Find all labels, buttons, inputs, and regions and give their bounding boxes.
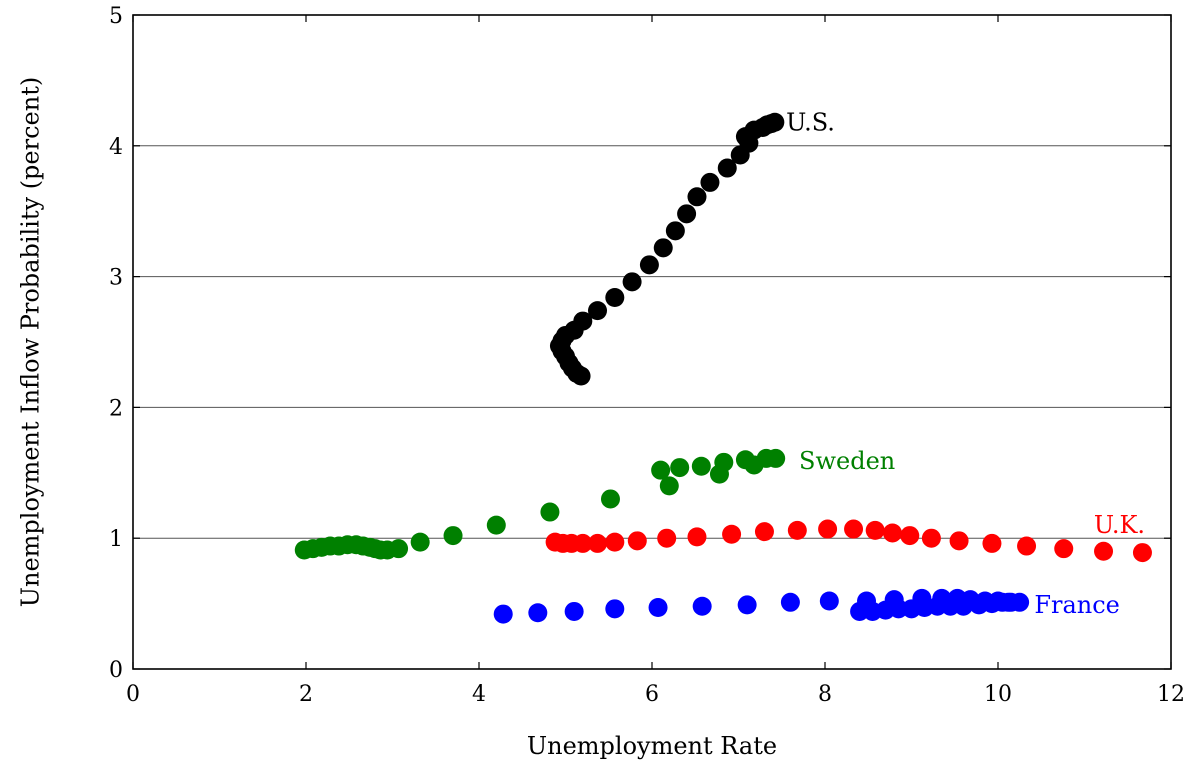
y-axis-ticks: 0 1 2 3 4 5 — [109, 4, 1171, 683]
series-uk — [545, 519, 1152, 563]
data-point — [687, 527, 707, 547]
data-point — [692, 596, 712, 616]
y-tick-label: 0 — [109, 658, 123, 683]
series-labels: U.S. Sweden U.K. France — [786, 108, 1145, 619]
data-point — [687, 187, 707, 207]
data-point — [605, 532, 625, 552]
data-point — [717, 158, 737, 178]
data-point — [653, 238, 673, 258]
data-point — [493, 604, 513, 624]
series-sweden — [294, 448, 786, 560]
data-point — [884, 590, 904, 610]
series-label: U.S. — [786, 108, 835, 136]
data-point — [960, 590, 980, 610]
data-point — [588, 301, 608, 321]
data-point — [787, 520, 807, 540]
data-point — [865, 520, 885, 540]
data-point — [998, 592, 1018, 612]
x-tick-label: 4 — [472, 682, 486, 707]
data-point — [754, 522, 774, 542]
data-point — [639, 255, 659, 275]
data-point — [819, 591, 839, 611]
data-point — [588, 533, 608, 553]
plot-frame — [132, 14, 1172, 670]
data-point — [1017, 536, 1037, 556]
data-point — [882, 523, 902, 543]
series-label: Sweden — [799, 447, 895, 475]
x-tick-label: 2 — [299, 682, 313, 707]
y-tick-label: 1 — [109, 527, 123, 552]
data-point — [677, 204, 697, 224]
data-point — [573, 533, 593, 553]
gridlines — [133, 145, 1171, 539]
y-tick-label: 3 — [109, 266, 123, 291]
data-point — [651, 460, 671, 480]
data-point — [605, 599, 625, 619]
data-point — [665, 221, 685, 241]
x-axis-ticks: 0 2 4 6 8 10 12 — [126, 15, 1185, 707]
data-point — [389, 539, 409, 559]
data-points — [294, 112, 1152, 624]
data-point — [627, 531, 647, 551]
data-point — [657, 528, 677, 548]
data-point — [540, 502, 560, 522]
data-point — [921, 528, 941, 548]
series-label: U.K. — [1094, 511, 1145, 539]
data-point — [982, 533, 1002, 553]
x-tick-label: 8 — [818, 682, 832, 707]
data-point — [670, 458, 690, 478]
x-tick-label: 10 — [984, 682, 1012, 707]
x-axis-label: Unemployment Rate — [527, 732, 777, 760]
data-point — [605, 288, 625, 308]
data-point — [857, 591, 877, 611]
data-point — [844, 519, 864, 539]
data-point — [912, 588, 932, 608]
data-point — [900, 526, 920, 546]
data-point — [1094, 541, 1114, 561]
x-tick-label: 0 — [126, 682, 140, 707]
data-point — [722, 524, 742, 544]
data-point — [564, 601, 584, 621]
series-us — [549, 112, 785, 386]
x-tick-label: 6 — [645, 682, 659, 707]
y-tick-label: 5 — [109, 4, 123, 29]
x-tick-label: 12 — [1157, 682, 1185, 707]
data-point — [622, 272, 642, 292]
data-point — [780, 592, 800, 612]
data-point — [443, 526, 463, 546]
data-point — [648, 598, 668, 618]
data-point — [765, 112, 785, 132]
data-point — [691, 456, 711, 476]
series-france — [493, 588, 1030, 624]
data-point — [410, 532, 430, 552]
y-tick-label: 2 — [109, 396, 123, 421]
y-axis-label: Unemployment Inflow Probability (percent… — [16, 77, 44, 607]
data-point — [528, 603, 548, 623]
data-point — [600, 489, 620, 509]
series-label: France — [1034, 591, 1120, 619]
data-point — [486, 515, 506, 535]
y-tick-label: 4 — [109, 135, 123, 160]
data-point — [700, 172, 720, 192]
data-point — [659, 476, 679, 496]
data-point — [1132, 543, 1152, 563]
data-point — [766, 448, 786, 468]
data-point — [949, 531, 969, 551]
data-point — [1054, 539, 1074, 559]
data-point — [714, 452, 734, 472]
data-point — [737, 595, 757, 615]
data-point — [573, 311, 593, 331]
data-point — [932, 588, 952, 608]
data-point — [818, 519, 838, 539]
